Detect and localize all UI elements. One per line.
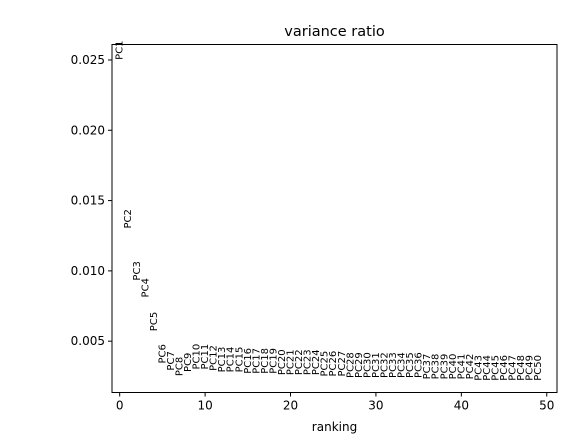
pc-label-5: PC5 [149,312,160,331]
y-tick-label: 0.005 [71,334,105,348]
pc-label-40: PC40 [448,354,459,380]
pc-label-45: PC45 [491,355,502,381]
pc-label-2: PC2 [123,209,134,228]
pc-label-20: PC20 [277,349,288,375]
pc-label-14: PC14 [226,347,237,373]
pc-label-16: PC16 [243,348,254,374]
pc-label-7: PC7 [166,351,177,370]
x-axis-label: ranking [312,420,357,434]
pc-label-23: PC23 [303,349,314,375]
x-tick-label: 50 [539,399,554,413]
pc-label-41: PC41 [456,354,467,380]
pc-label-46: PC46 [499,355,510,381]
pc-label-37: PC37 [422,354,433,380]
pc-label-13: PC13 [217,347,228,373]
y-tick-label: 0.025 [71,53,105,67]
pc-label-33: PC33 [388,352,399,378]
pc-label-19: PC19 [268,348,279,374]
pc-label-34: PC34 [397,352,408,378]
pc-label-18: PC18 [260,348,271,374]
pc-label-17: PC17 [251,348,262,374]
pc-label-1: PC1 [115,40,126,59]
x-tick-label: 10 [197,399,212,413]
pc-label-27: PC27 [337,351,348,377]
x-tick-label: 20 [283,399,298,413]
x-tick-label: 0 [116,399,124,413]
pc-label-21: PC21 [286,349,297,375]
pc-label-48: PC48 [516,355,527,381]
pc-label-32: PC32 [379,352,390,378]
pc-label-12: PC12 [209,345,220,371]
pc-label-30: PC30 [362,352,373,378]
pc-label-36: PC36 [414,352,425,378]
plot-frame [111,44,558,393]
pc-label-22: PC22 [294,349,305,375]
pc-label-25: PC25 [320,351,331,377]
pc-label-11: PC11 [200,344,211,370]
x-tick-label: 40 [454,399,469,413]
pc-label-26: PC26 [328,351,339,377]
x-axis-ticks: 0 10 20 30 40 50 [116,392,554,413]
pc-label-35: PC35 [405,352,416,378]
pc-label-31: PC31 [371,352,382,378]
pc-labels: PC1PC2PC3PC4PC5PC6PC7PC8PC9PC10PC11PC12P… [115,40,545,380]
chart-title: variance ratio [284,24,385,40]
pc-label-6: PC6 [157,344,168,363]
pc-label-8: PC8 [174,357,185,376]
x-tick-label: 30 [368,399,383,413]
pc-label-10: PC10 [192,344,203,370]
pc-label-39: PC39 [439,354,450,380]
pc-label-3: PC3 [132,261,143,280]
y-tick-label: 0.020 [71,123,105,137]
pc-label-29: PC29 [354,352,365,378]
pc-label-49: PC49 [525,355,536,381]
pc-label-15: PC15 [234,347,245,373]
y-tick-label: 0.015 [71,194,105,208]
pc-label-38: PC38 [431,354,442,380]
pc-label-28: PC28 [345,352,356,378]
pc-label-24: PC24 [311,349,322,375]
pc-label-50: PC50 [533,355,544,381]
y-tick-label: 0.010 [71,264,105,278]
pc-label-4: PC4 [140,278,151,297]
pc-label-44: PC44 [482,355,493,381]
pc-label-9: PC9 [183,353,194,372]
pc-label-47: PC47 [508,355,519,381]
pc-label-42: PC42 [465,354,476,380]
y-axis-ticks: 0.005 0.010 0.015 0.020 0.025 [71,53,112,348]
pc-label-43: PC43 [473,355,484,381]
